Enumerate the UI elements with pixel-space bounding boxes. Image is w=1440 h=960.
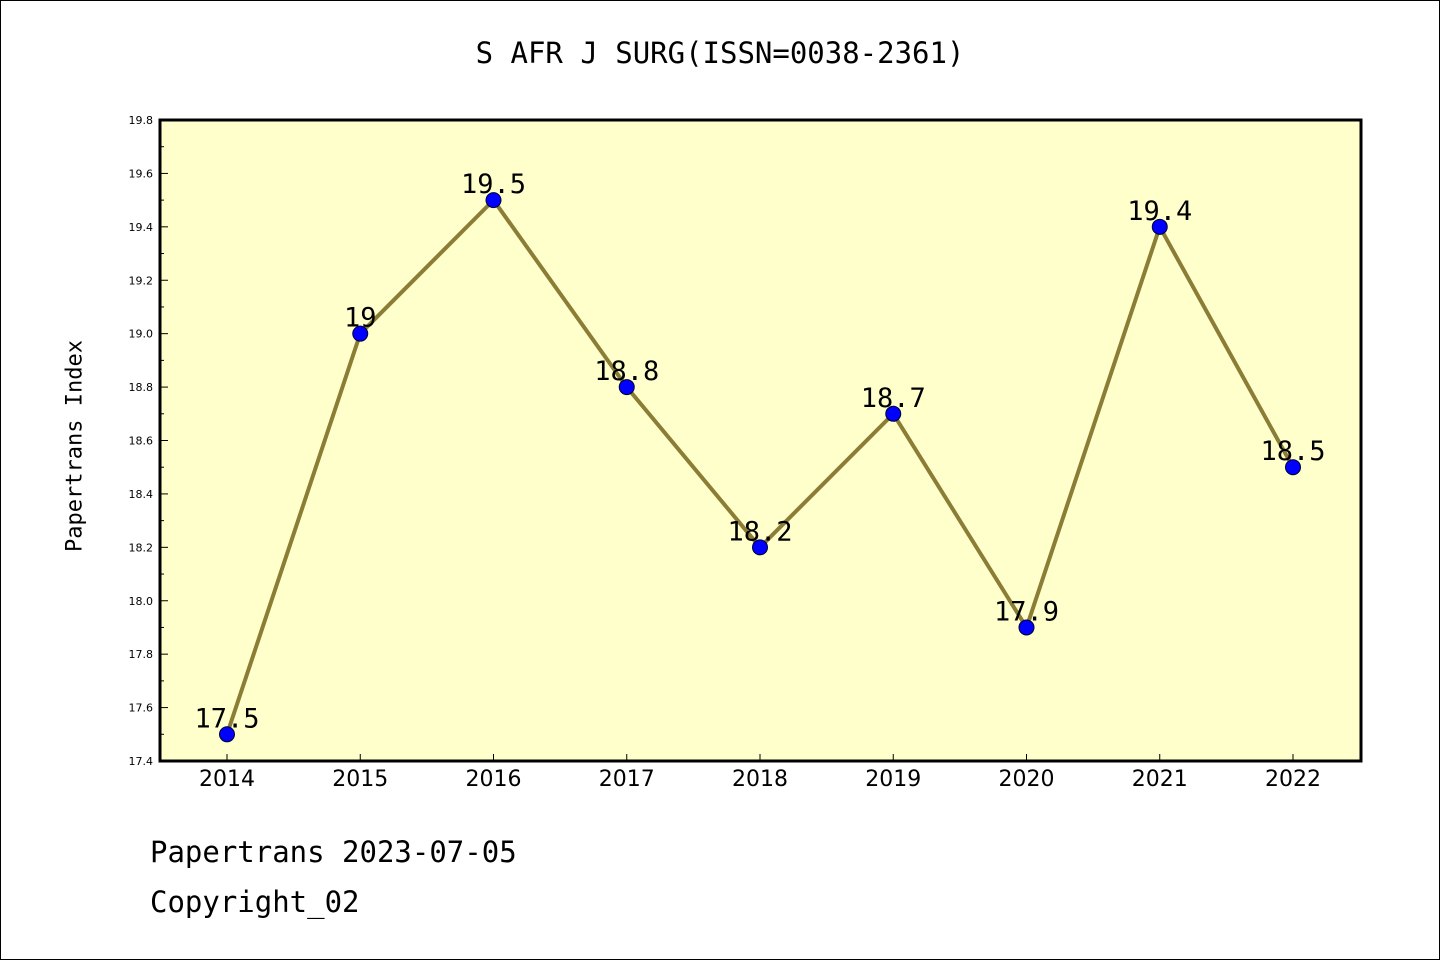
data-label: 19.4 (1127, 196, 1192, 227)
data-label: 18.2 (727, 516, 792, 547)
y-tick-label: 18.8 (129, 381, 154, 394)
y-tick-label: 18.4 (129, 488, 154, 501)
y-tick-label: 17.6 (129, 702, 154, 715)
x-tick-label: 2022 (1265, 767, 1321, 792)
chart-title: S AFR J SURG(ISSN=0038-2361) (475, 36, 965, 70)
data-point (219, 726, 235, 743)
x-tick-label: 2015 (332, 767, 388, 792)
data-point (485, 192, 502, 209)
data-point (885, 405, 902, 422)
y-tick-label: 19.6 (129, 167, 154, 180)
y-tick-label: 18.0 (129, 595, 154, 608)
y-tick-label: 19.8 (129, 114, 154, 127)
data-point (1285, 459, 1301, 476)
x-tick-label: 2020 (999, 767, 1055, 792)
y-tick-label: 19.2 (129, 274, 154, 287)
data-label: 18.5 (1260, 436, 1325, 467)
data-point (752, 539, 768, 556)
x-tick-label: 2018 (732, 767, 788, 792)
data-label: 17.9 (994, 596, 1059, 627)
x-tick-label: 2021 (1132, 767, 1188, 792)
data-point (1018, 619, 1035, 636)
x-tick-label: 2014 (199, 767, 255, 792)
y-tick-label: 18.2 (129, 541, 154, 554)
data-label: 18.8 (594, 356, 659, 387)
y-tick-label: 17.8 (129, 648, 154, 661)
footer-date: Papertrans 2023-07-05 (150, 835, 517, 869)
data-point (618, 379, 635, 396)
data-label: 18.7 (861, 383, 926, 414)
x-tick-label: 2016 (466, 767, 522, 792)
x-tick-label: 2019 (865, 767, 921, 792)
data-label: 19 (344, 303, 377, 334)
plot-border (158, 118, 1363, 763)
data-label: 17.5 (194, 703, 259, 734)
footer-copyright: Copyright_02 (150, 885, 360, 919)
y-tick-label: 17.4 (129, 755, 154, 768)
data-point (352, 325, 369, 342)
data-point (1151, 218, 1168, 235)
x-tick-label: 2017 (599, 767, 655, 792)
y-tick-label: 18.6 (129, 435, 154, 448)
y-tick-label: 19.0 (129, 328, 154, 341)
data-label: 19.5 (461, 169, 526, 200)
y-tick-label: 19.4 (129, 221, 154, 234)
